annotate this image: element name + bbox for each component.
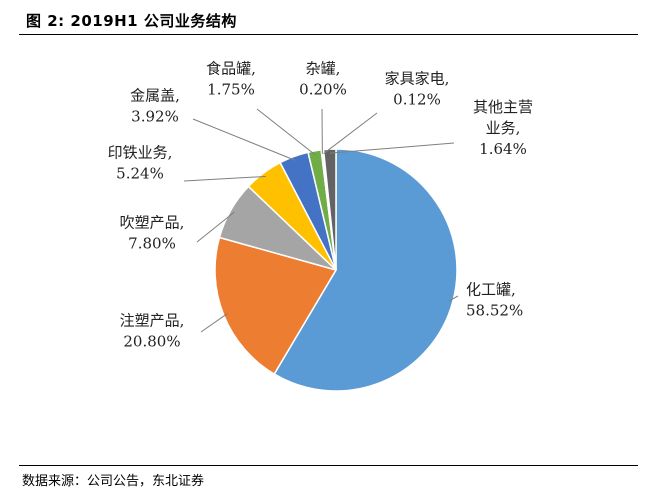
data-source: 数据来源：公司公告，东北证券 — [22, 474, 205, 489]
slice-value-label-8: 0.12% — [393, 91, 441, 109]
slice-value-label-6: 1.75% — [207, 81, 255, 99]
slice-value-label-1: 58.52% — [466, 302, 523, 320]
figure-title: 图 2: 2019H1 公司业务结构 — [26, 12, 237, 30]
slice-value-label-7: 0.20% — [299, 81, 347, 99]
slice-name-label-5: 金属盖, — [130, 87, 180, 105]
pie-slice-1 — [273, 148, 458, 392]
pie-slice-2 — [214, 236, 338, 376]
leader-line-4 — [183, 175, 266, 182]
slice-name-label-6: 食品罐, — [206, 60, 256, 78]
top-rule — [19, 34, 638, 35]
slice-name-label-1: 化工罐, — [466, 281, 516, 299]
slice-value-label-2: 20.80% — [123, 333, 180, 351]
leader-line-5 — [192, 118, 296, 161]
pie-slices — [214, 148, 458, 392]
slice-name-label-2: 注塑产品, — [120, 312, 185, 330]
leader-line-1 — [448, 295, 459, 302]
slice-name-label-8: 家具家电, — [385, 70, 450, 88]
slice-name-label-7: 杂罐, — [306, 60, 341, 78]
slice-name-label-3: 吹塑产品, — [120, 214, 185, 232]
leader-lines — [183, 108, 459, 333]
slice-name-label-9: 业务, — [486, 119, 521, 137]
slice-value-label-9: 1.64% — [479, 140, 527, 158]
slice-name-label-9: 其他主营 — [473, 98, 533, 116]
leader-line-3 — [196, 211, 235, 243]
slice-value-label-3: 7.80% — [128, 235, 176, 253]
slice-value-label-5: 3.92% — [131, 108, 179, 126]
leader-line-6 — [256, 108, 316, 156]
leader-line-2 — [200, 313, 228, 333]
slice-labels: 化工罐, 58.52% 注塑产品, 20.80% 吹塑产品, 7.80% 印铁业务, 5.24… — [108, 60, 533, 351]
leader-line-8 — [323, 112, 378, 155]
slice-value-label-4: 5.24% — [116, 165, 164, 183]
bottom-rule — [19, 465, 638, 466]
leader-line-9 — [329, 142, 455, 154]
slice-name-label-4: 印铁业务, — [108, 144, 173, 162]
